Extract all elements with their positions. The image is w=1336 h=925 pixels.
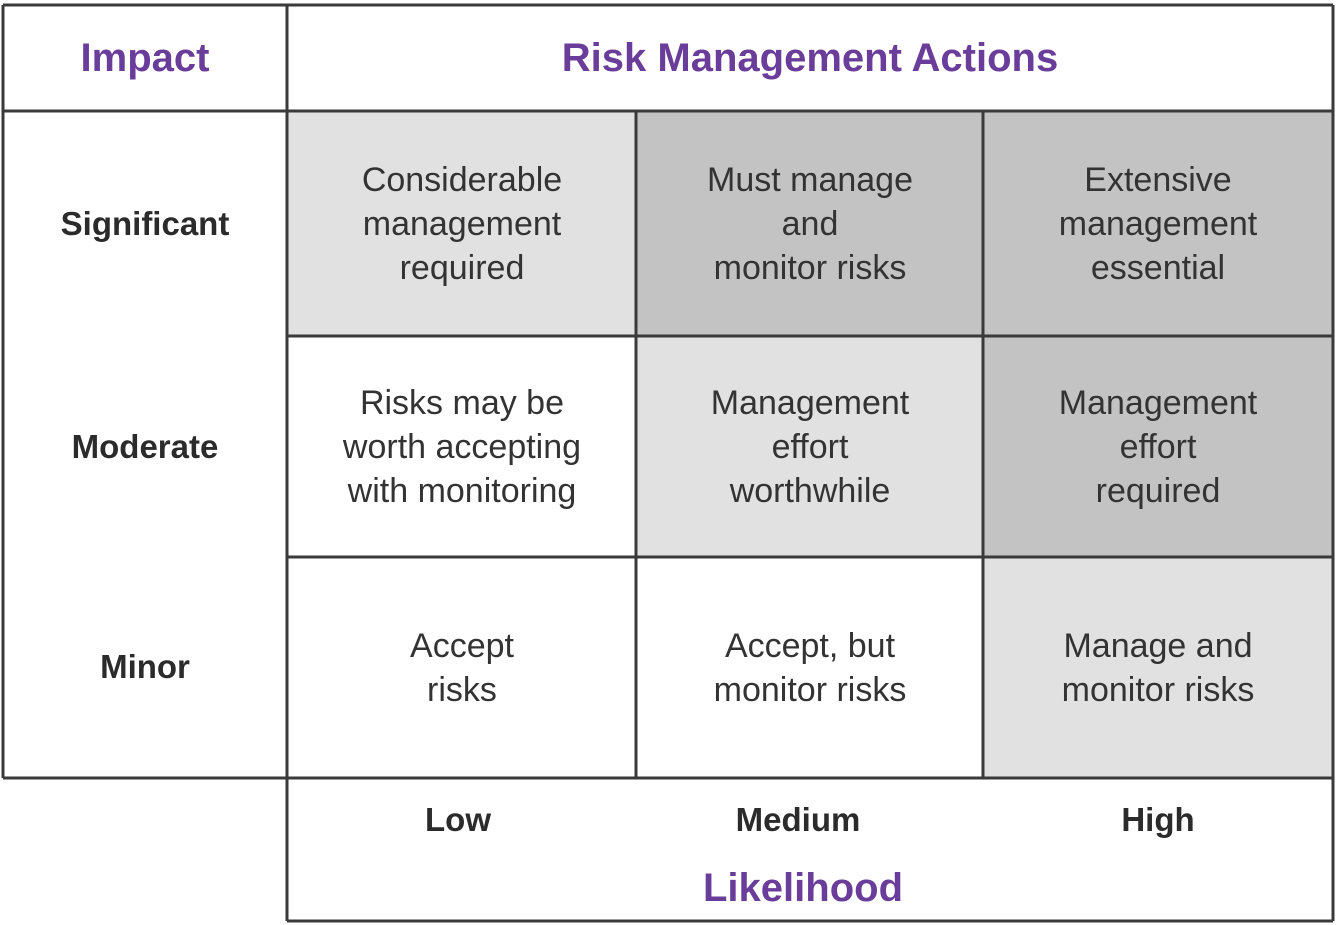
col-label-medium: Medium — [735, 801, 861, 838]
action-cell-moderate-medium: Management effort worthwhile — [636, 336, 984, 558]
action-cell-significant-low: Considerable management required — [288, 112, 636, 336]
row-label-moderate: Moderate — [71, 428, 219, 465]
col-label-low: Low — [425, 801, 491, 838]
impact-header: Impact — [80, 35, 210, 80]
row-label-significant: Significant — [60, 205, 230, 242]
actions-header: Risk Management Actions — [561, 35, 1059, 80]
col-label-high: High — [1121, 801, 1195, 838]
action-cell-moderate-low: Risks may be worth accepting with monito… — [288, 336, 636, 558]
action-cell-minor-low: Accept risks — [288, 558, 636, 778]
action-cell-significant-medium: Must manage and monitor risks — [636, 112, 984, 336]
action-cell-minor-high: Manage and monitor risks — [984, 558, 1332, 778]
action-cell-minor-medium: Accept, but monitor risks — [636, 558, 984, 778]
action-cell-significant-high: Extensive management essential — [984, 112, 1332, 336]
row-label-minor: Minor — [100, 648, 190, 685]
action-cell-moderate-high: Management effort required — [984, 336, 1332, 558]
x-axis-title: Likelihood — [703, 865, 903, 910]
